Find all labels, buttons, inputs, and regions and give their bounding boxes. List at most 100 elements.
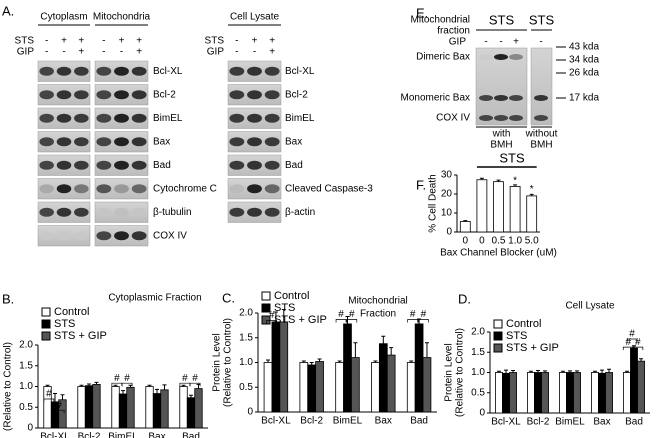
blot-band [131,66,147,76]
significance-mark: # [182,373,188,384]
y-axis-label: Protein Level [212,333,223,391]
bar [186,397,196,429]
blot-band [114,66,129,76]
legend-label: Control [506,318,541,330]
bar [637,360,645,414]
error-bar [155,388,159,394]
blot-row-label: BimEL [153,113,183,124]
bar [84,385,94,429]
legend-label: STS + GIP [274,314,327,326]
significance-bracket [189,382,201,387]
blot-band [56,137,72,147]
lane-sign: - [484,37,487,48]
error-bar [560,370,565,373]
condition-label: BMH [490,140,512,151]
y-tick-label: 30 [441,170,453,181]
bar [386,354,396,413]
x-tick-label: Bcl-XL [261,416,291,427]
blot-band [56,231,72,241]
error-bar [266,359,271,363]
x-tick-label: Bax [148,432,165,438]
bar [152,393,162,429]
blot-band [74,184,89,194]
panel-label: F. [416,177,426,192]
blot-row-label: Bax [285,136,302,147]
y-tick-label: 0 [446,227,452,238]
y-tick-label: 0 [247,407,253,418]
error-bar [53,393,57,402]
lane-sign: - [102,36,105,47]
significance-bracket [346,319,358,323]
blot-band [264,184,280,194]
panel-label: A. [2,3,14,18]
x-tick-label: Bcl-2 [300,416,323,427]
blot-band [247,160,262,170]
condition-label: BMH [530,140,552,151]
panel-label: D. [458,291,471,306]
blot-band [39,184,54,194]
bar [406,362,416,413]
blot-band [131,90,147,100]
lane-sign: - [62,47,65,58]
lane-sign: + [136,47,142,58]
significance-mark: # [410,309,416,320]
lane-sign: + [119,36,125,47]
blot-band [56,207,72,217]
error-bar [511,369,516,373]
marker-label: 17 kda [569,93,599,104]
error-bar [345,315,350,324]
marker-label: 26 kda [569,68,599,79]
blot-band [74,66,89,76]
error-bar [60,394,65,400]
significance-bracket [121,382,133,387]
y-tick-label: 0.5 [19,402,33,413]
marker-label: 43 kda [569,42,599,53]
error-bar [181,384,186,387]
significance-mark: # [46,389,52,400]
x-tick-label: BimEL [108,432,138,438]
treatment-label: GIP [17,47,35,58]
lane-sign: - [253,47,256,58]
error-bar [607,368,612,373]
error-bar [45,384,50,387]
legend-label: STS + GIP [54,330,107,342]
bar [118,393,128,429]
blot-band [114,113,129,123]
bar [299,362,309,413]
bar [559,372,567,414]
blot-band [534,115,548,121]
y-axis-label: (Relative to Control) [223,318,234,407]
bar [623,372,631,414]
blot-band [114,160,129,170]
chart-title: Cell Lysate [565,301,615,312]
error-bar [409,360,414,363]
significance-mark: # [349,309,355,320]
panel-label: C. [222,290,235,305]
chart-title: Mitochondrial [348,296,407,307]
error-bar [189,394,193,398]
y-axis-label: (Relative to Control) [3,342,14,431]
error-bar [543,370,548,373]
blot-band [74,160,89,170]
bar [194,388,203,429]
y-tick-label: 0.5 [471,387,485,398]
error-bar [513,184,518,187]
error-bar [317,358,322,362]
chart-title: Cytoplasmic Fraction [108,293,201,304]
error-bar [389,347,394,356]
x-tick-label: BimEL [333,416,363,427]
legend-swatch [41,331,51,341]
significance-mark: # [56,400,62,411]
significance-mark: # [421,309,427,320]
x-tick-label: Bcl-XL [491,417,521,428]
lane-sign: + [78,36,84,47]
blot-band [229,90,245,100]
blot-band [479,115,493,121]
bar [459,221,471,233]
blot-band [114,207,129,217]
y-tick-label: 0.5 [239,382,253,393]
blot-row-label: β-tubulin [153,207,192,218]
error-bar [536,369,540,373]
bar [527,372,535,414]
error-bar [87,383,91,386]
